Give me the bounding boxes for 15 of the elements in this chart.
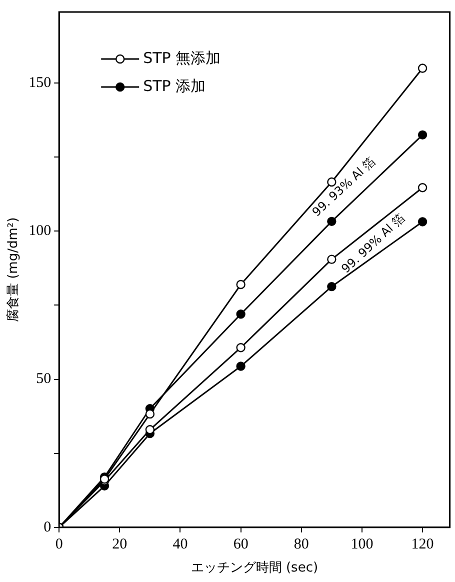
x-tick-label: 120 (411, 536, 434, 552)
x-tick-label: 60 (233, 536, 248, 552)
y-tick-label: 0 (44, 519, 52, 536)
x-axis-title: エッチング時間 (sec) (190, 560, 318, 576)
x-tick-label: 20 (112, 536, 128, 552)
x-tick-label: 100 (350, 536, 374, 552)
y-tick-label: 150 (28, 75, 52, 92)
y-axis-title: 腐食量 (mg/dm²) (6, 217, 22, 322)
legend-label: STP 添加 (143, 76, 206, 95)
y-tick-label: 100 (28, 223, 52, 240)
x-tick-label: 40 (172, 536, 188, 552)
y-tick-label: 50 (36, 371, 52, 388)
x-tick-label: 0 (55, 536, 63, 552)
x-tick-label: 80 (294, 536, 309, 552)
legend-label: STP 無添加 (143, 48, 221, 67)
